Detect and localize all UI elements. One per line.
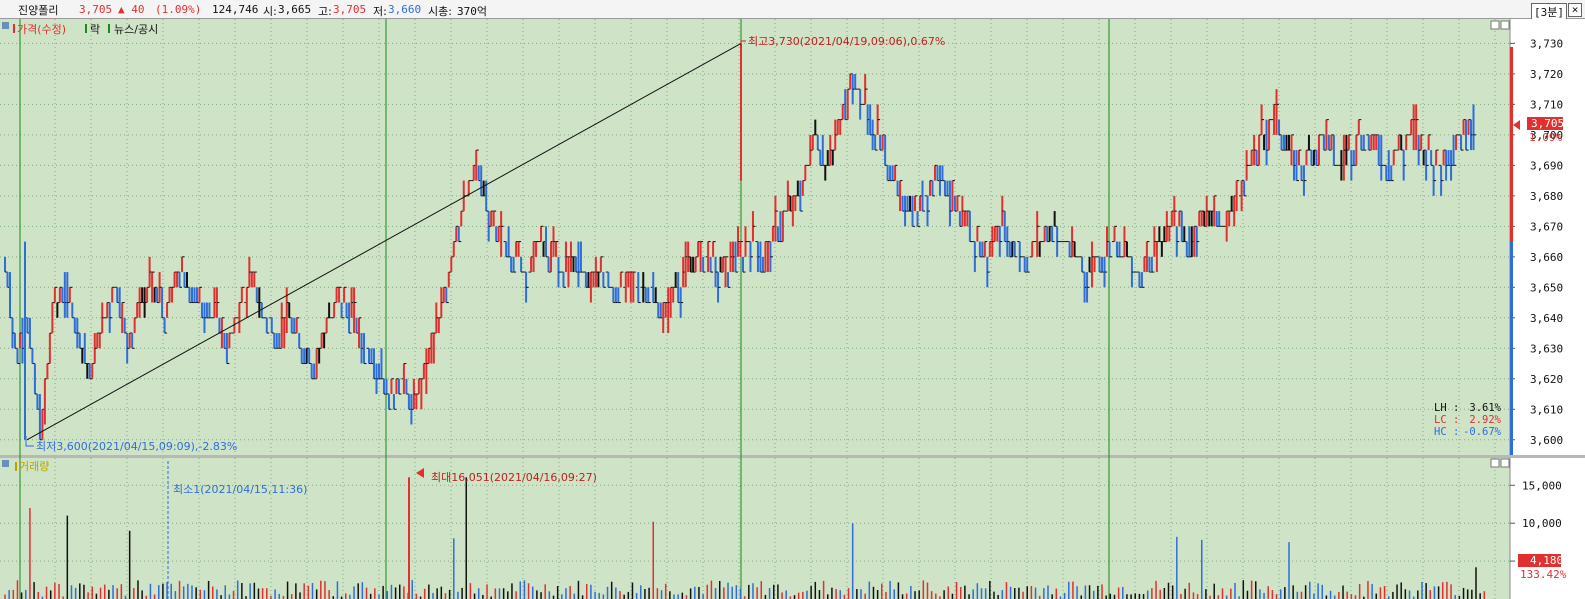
price-axis-label: 3,620 xyxy=(1530,373,1563,386)
lc-stat-key: LC : xyxy=(1434,414,1459,426)
open-label: 시: xyxy=(263,5,277,18)
price-axis-panel xyxy=(1510,19,1585,455)
price-axis-label: 3,700 xyxy=(1530,129,1563,142)
rak-legend-marker xyxy=(85,24,87,33)
price-change-percent: (1.09%) xyxy=(155,3,202,16)
volume-legend-label[interactable]: 거래량 xyxy=(19,460,49,473)
interval-selector[interactable]: [3분] xyxy=(1531,3,1567,21)
price-axis-label: 3,710 xyxy=(1530,98,1563,111)
price-panel-maximize-button[interactable] xyxy=(1500,20,1510,30)
current-volume-tag: 4,180 xyxy=(1530,554,1563,567)
open-value: 3,665 xyxy=(278,3,312,16)
lh-stat-value: 3.61% xyxy=(1469,402,1501,414)
price-axis-label: 3,720 xyxy=(1530,68,1563,81)
max-volume-annotation: 최대16,051(2021/04/16,09:27) xyxy=(416,468,597,484)
high-annotation-text: 최고3,730(2021/04/19,09:06),0.67% xyxy=(748,35,945,48)
price-axis-label: 3,610 xyxy=(1530,403,1563,416)
trade-volume: 124,746 xyxy=(212,3,259,16)
volume-axis-label: 15,000 xyxy=(1522,479,1562,492)
volume-panel-maximize-button[interactable] xyxy=(1500,458,1510,468)
price-panel-handle[interactable] xyxy=(2,22,9,29)
price-gridlines xyxy=(0,19,1510,455)
price-legend-label[interactable]: 가격(수정) xyxy=(17,23,66,36)
volume-panel-minimize-button[interactable] xyxy=(1490,458,1500,468)
price-series xyxy=(4,43,1476,441)
volume-panel-handle[interactable] xyxy=(2,460,9,467)
lc-stat-value: 2.92% xyxy=(1469,414,1501,426)
high-arrow-icon xyxy=(740,40,746,47)
volume-legend-marker xyxy=(15,462,17,471)
axis-red-band xyxy=(1510,47,1513,242)
price-axis-label: 3,640 xyxy=(1530,312,1563,325)
news-legend-marker xyxy=(108,24,110,33)
market-cap-value: 370억 xyxy=(457,5,487,18)
low-annotation: 최저3,600(2021/04/15,09:09),-2.83% xyxy=(25,436,237,453)
axis-blue-band xyxy=(1510,242,1513,455)
price-axis-label: 3,690 xyxy=(1530,159,1563,172)
current-price-box xyxy=(1527,117,1563,130)
max-volume-annotation-text: 최대16,051(2021/04/16,09:27) xyxy=(431,471,597,484)
hc-stat-value: -0.67% xyxy=(1463,426,1502,438)
hc-stat-key: HC : xyxy=(1434,426,1459,438)
panel-divider xyxy=(0,455,1585,458)
high-annotation: 최고3,730(2021/04/19,09:06),0.67% xyxy=(740,35,945,48)
low-annotation-text: 최저3,600(2021/04/15,09:09),-2.83% xyxy=(36,440,237,453)
price-panel-minimize-button[interactable] xyxy=(1490,20,1500,30)
price-axis: 3,600 3,610 3,620 3,630 3,640 3,650 3,660 3,670… xyxy=(1510,37,1563,447)
current-price: 3,705 xyxy=(79,3,113,16)
max-volume-arrow-icon xyxy=(416,468,424,478)
stock-header-bar: 진양폴리 3,705 ▲ 40 (1.09%) 124,746 시: 3,665… xyxy=(0,0,1585,21)
low-high-trend-line[interactable] xyxy=(26,42,742,441)
high-value: 3,705 xyxy=(333,3,367,16)
current-price-tag: 3,705 xyxy=(1531,117,1564,130)
price-axis-label: 3,630 xyxy=(1530,342,1563,355)
price-axis-label: 3,730 xyxy=(1530,37,1563,50)
chart-canvas[interactable]: 가격(수정) 락 뉴스/공시 거래량 최고3,730(2021/04/19,09… xyxy=(0,19,1585,599)
current-pct-tag: 1.09% xyxy=(1529,131,1562,144)
session-dividers xyxy=(19,19,1110,599)
price-axis-label: 3,660 xyxy=(1530,251,1563,264)
close-icon[interactable]: × xyxy=(1568,3,1582,17)
price-axis-label: 3,600 xyxy=(1530,434,1563,447)
price-axis-label: 3,650 xyxy=(1530,281,1563,294)
volume-series xyxy=(4,477,1486,599)
volume-axis-panel xyxy=(1510,458,1585,599)
current-volume-box xyxy=(1518,554,1561,567)
news-legend-label[interactable]: 뉴스/공시 xyxy=(114,23,158,36)
rak-legend-label[interactable]: 락 xyxy=(90,23,100,36)
high-label: 고: xyxy=(318,5,332,18)
current-volume-pct-tag: 133.42% xyxy=(1520,568,1567,581)
volume-panel[interactable] xyxy=(0,458,1510,599)
low-label: 저: xyxy=(373,5,387,18)
price-axis-label: 3,680 xyxy=(1530,190,1563,203)
low-arrow-icon xyxy=(25,436,34,447)
stock-name[interactable]: 진양폴리 xyxy=(18,4,59,17)
min-volume-annotation-text: 최소1(2021/04/15,11:36) xyxy=(173,483,307,496)
volume-axis-label: 10,000 xyxy=(1522,517,1562,530)
price-panel[interactable] xyxy=(0,19,1510,455)
lh-stat-key: LH : xyxy=(1434,402,1459,414)
price-legend-marker xyxy=(13,24,15,33)
low-value: 3,660 xyxy=(388,3,422,16)
price-change: ▲ 40 xyxy=(118,3,145,16)
current-price-pointer-icon xyxy=(1513,120,1520,130)
price-axis-label: 3,670 xyxy=(1530,220,1563,233)
market-cap-label: 시총: xyxy=(428,5,452,18)
